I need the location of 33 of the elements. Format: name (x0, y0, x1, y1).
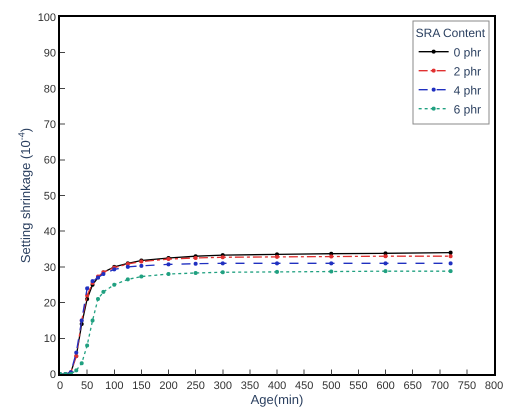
y-tick-label: 90 (44, 48, 56, 60)
legend-title: SRA Content (416, 26, 486, 40)
y-tick-label: 20 (44, 297, 56, 310)
x-tick-label: 500 (322, 380, 340, 392)
x-tick-label: 550 (349, 380, 368, 392)
x-tick-label: 450 (294, 380, 314, 392)
y-tick-label: 0 (50, 368, 56, 381)
x-tick-label: 600 (376, 380, 395, 392)
x-axis-title: Age(min) (250, 392, 304, 407)
legend-label: 6 phr (454, 102, 482, 116)
legend-label: 4 phr (454, 83, 482, 98)
x-tick-label: 650 (403, 380, 422, 392)
x-tick-label: 300 (214, 380, 232, 392)
x-tick-label: 100 (105, 380, 124, 392)
y-tick-label: 70 (44, 118, 56, 131)
y-tick-label: 10 (44, 333, 56, 346)
x-tick-label: 400 (268, 380, 286, 392)
y-tick-label: 80 (44, 83, 56, 96)
x-tick-label: 700 (430, 380, 449, 392)
y-tick-label: 50 (44, 190, 56, 202)
legend-label: 2 phr (454, 64, 482, 78)
y-tick-label: 100 (38, 12, 56, 24)
y-tick-label: 60 (44, 154, 56, 167)
x-tick-label: 250 (186, 380, 205, 392)
x-tick-label: 350 (240, 380, 260, 392)
y-tick-label: 30 (44, 262, 56, 274)
legend-label: 0 phr (454, 45, 482, 60)
x-tick-label: 200 (159, 380, 178, 392)
x-tick-label: 750 (458, 380, 476, 392)
y-tick-label: 40 (44, 226, 56, 238)
x-tick-label: 150 (132, 380, 151, 392)
x-tick-label: 800 (484, 380, 504, 392)
x-tick-label: 50 (81, 380, 94, 392)
